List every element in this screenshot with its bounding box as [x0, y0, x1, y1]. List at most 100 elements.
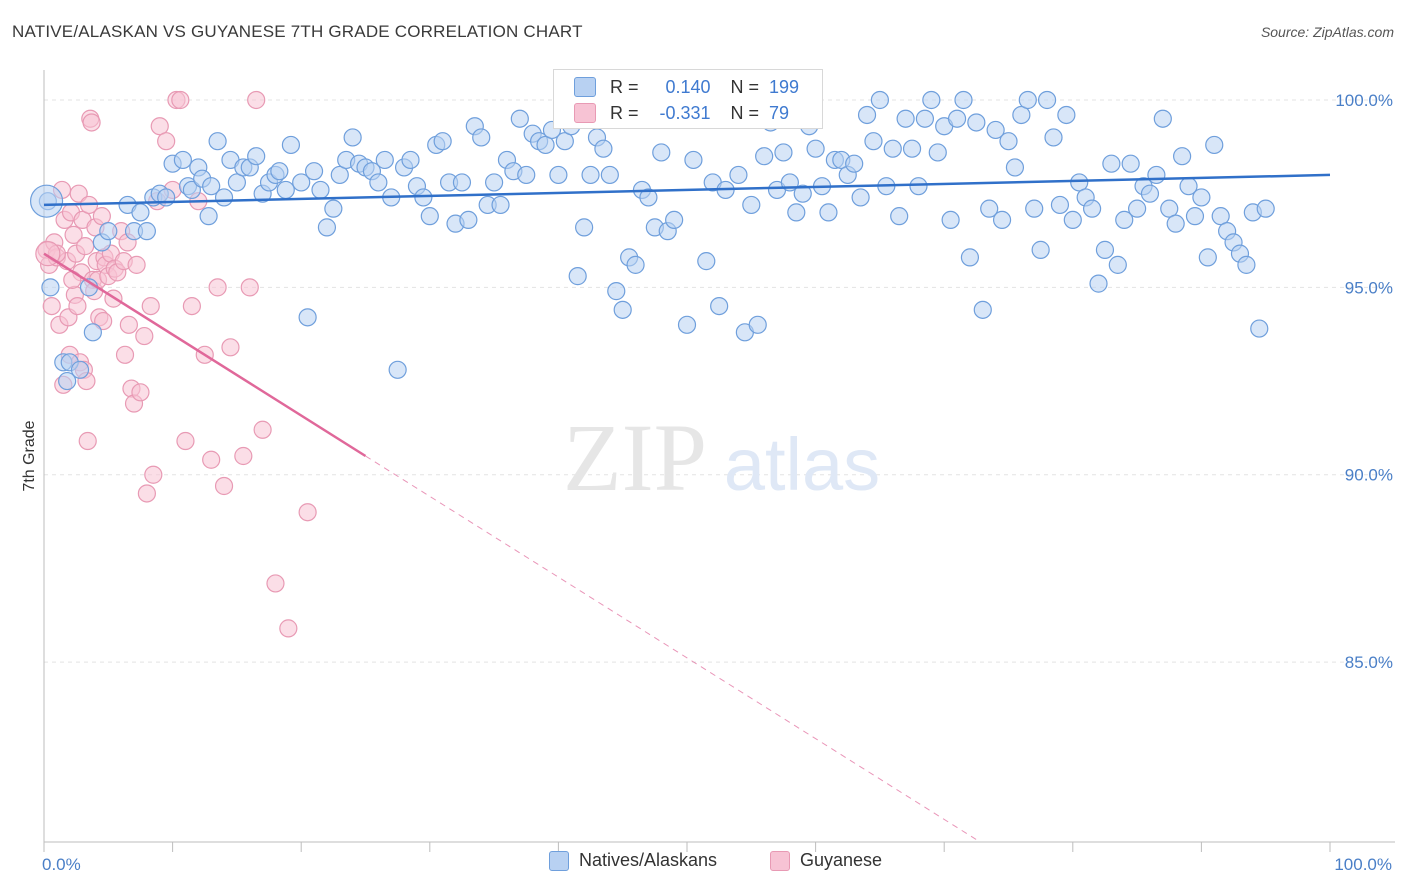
legend-item-guyanese[interactable]: Guyanese	[770, 850, 882, 871]
legend-swatch-guyanese	[770, 850, 790, 871]
natives-point-82	[575, 218, 594, 237]
natives-point-90	[626, 255, 645, 274]
legend-swatch-natives	[549, 850, 569, 871]
natives-point-73	[517, 165, 536, 185]
natives-point-99	[684, 150, 703, 170]
trend-lines	[43, 173, 1331, 843]
watermark: ZIP atlas	[563, 404, 880, 511]
natives-point-118	[806, 139, 825, 158]
natives-point-110	[755, 147, 774, 166]
guyanese-point-55	[144, 465, 163, 484]
natives-point-153	[1031, 240, 1050, 259]
natives-point-78	[549, 165, 568, 185]
legend-label-guyanese: Guyanese	[800, 850, 883, 870]
natives-point-12	[131, 203, 150, 222]
guyanese-point-70	[234, 446, 253, 466]
natives-point-125	[851, 188, 870, 207]
natives-point-179	[1198, 248, 1217, 267]
guyanese-point-54	[141, 296, 160, 316]
guyanese-point-34	[92, 207, 111, 226]
natives-point-167	[1121, 154, 1140, 173]
natives-point-127	[864, 132, 883, 151]
natives-point-109	[748, 315, 767, 334]
natives-point-154	[1037, 90, 1057, 110]
stats-r-label-guyanese: R =	[610, 102, 639, 123]
natives-point-66	[472, 128, 491, 147]
natives-point-165	[1108, 255, 1127, 274]
guyanese-point-71	[240, 278, 259, 297]
y-tick-label-3: 85.0%	[1345, 653, 1393, 672]
guyanese-point-62	[176, 431, 195, 451]
natives-point-159	[1070, 173, 1089, 192]
natives-point-173	[1160, 199, 1179, 218]
natives-point-149	[1005, 158, 1025, 177]
natives-point-41	[311, 180, 330, 200]
natives-point-115	[787, 203, 806, 222]
guyanese-point-22	[76, 237, 95, 256]
natives-point-79	[555, 132, 574, 151]
natives-point-113	[774, 143, 793, 162]
natives-point-108	[742, 195, 761, 215]
natives-point-86	[600, 165, 619, 185]
natives-point-133	[902, 139, 922, 158]
natives-point-28	[227, 173, 246, 192]
natives-point-106	[729, 165, 748, 185]
natives-point-147	[992, 210, 1012, 230]
legend-item-natives[interactable]: Natives/Alaskans	[549, 850, 717, 871]
natives-point-158	[1063, 210, 1082, 230]
natives-point-46	[343, 128, 362, 147]
guyanese-point-72	[247, 90, 266, 110]
natives-point-150	[1012, 105, 1031, 125]
natives-point-174	[1166, 214, 1185, 233]
natives-point-140	[947, 109, 967, 128]
natives-point-148	[999, 132, 1018, 151]
natives-point-83	[581, 165, 600, 185]
stats-swatch-guyanese	[574, 103, 596, 123]
stats-box: R = 0.140 N = 199 R = -0.331 N = 79	[553, 69, 823, 129]
natives-point-162	[1089, 274, 1108, 293]
guyanese-point-68	[214, 476, 234, 496]
natives-point-50	[369, 173, 388, 192]
natives-point-13	[137, 222, 156, 241]
stats-n-value-natives: 199	[769, 76, 800, 97]
y-tick-label-2: 90.0%	[1345, 466, 1393, 485]
natives-point-96	[665, 210, 684, 230]
natives-point-151	[1018, 90, 1037, 110]
natives-point-126	[857, 105, 877, 125]
natives-point-136	[922, 90, 941, 110]
guyanese-point-50	[127, 255, 146, 274]
natives-point-81	[568, 267, 587, 286]
natives-point-53	[388, 360, 407, 379]
natives-point-137	[928, 143, 947, 162]
natives-point-3	[58, 371, 77, 391]
guyanese-point-58	[157, 132, 176, 151]
natives-point-92	[639, 188, 658, 207]
natives-point-180	[1205, 135, 1224, 155]
natives-point-cluster	[29, 184, 64, 218]
natives-point-130	[883, 139, 902, 158]
stats-n-value-guyanese: 79	[769, 102, 790, 123]
natives-point-64	[459, 210, 478, 230]
natives-point-170	[1140, 184, 1160, 203]
natives-point-185	[1237, 255, 1256, 274]
natives-point-120	[819, 203, 838, 222]
natives-points	[29, 90, 1275, 391]
natives-point-26	[214, 188, 234, 207]
guyanese-point-53	[137, 484, 156, 503]
natives-point-98	[677, 315, 697, 334]
guyanese-point-51	[131, 383, 150, 402]
natives-point-38	[292, 173, 311, 192]
natives-point-139	[941, 210, 960, 230]
stats-row-guyanese: R = -0.331 N = 79	[574, 101, 789, 125]
natives-point-87	[607, 282, 626, 301]
natives-point-178	[1192, 188, 1211, 207]
natives-point-145	[980, 199, 999, 218]
natives-point-141	[954, 90, 973, 110]
y-tick-label-0: 100.0%	[1335, 91, 1393, 110]
natives-point-164	[1102, 154, 1121, 173]
stats-n-label-natives: N =	[730, 76, 760, 97]
natives-point-25	[208, 132, 227, 151]
natives-point-175	[1173, 147, 1192, 166]
guyanese-point-16	[68, 296, 87, 316]
